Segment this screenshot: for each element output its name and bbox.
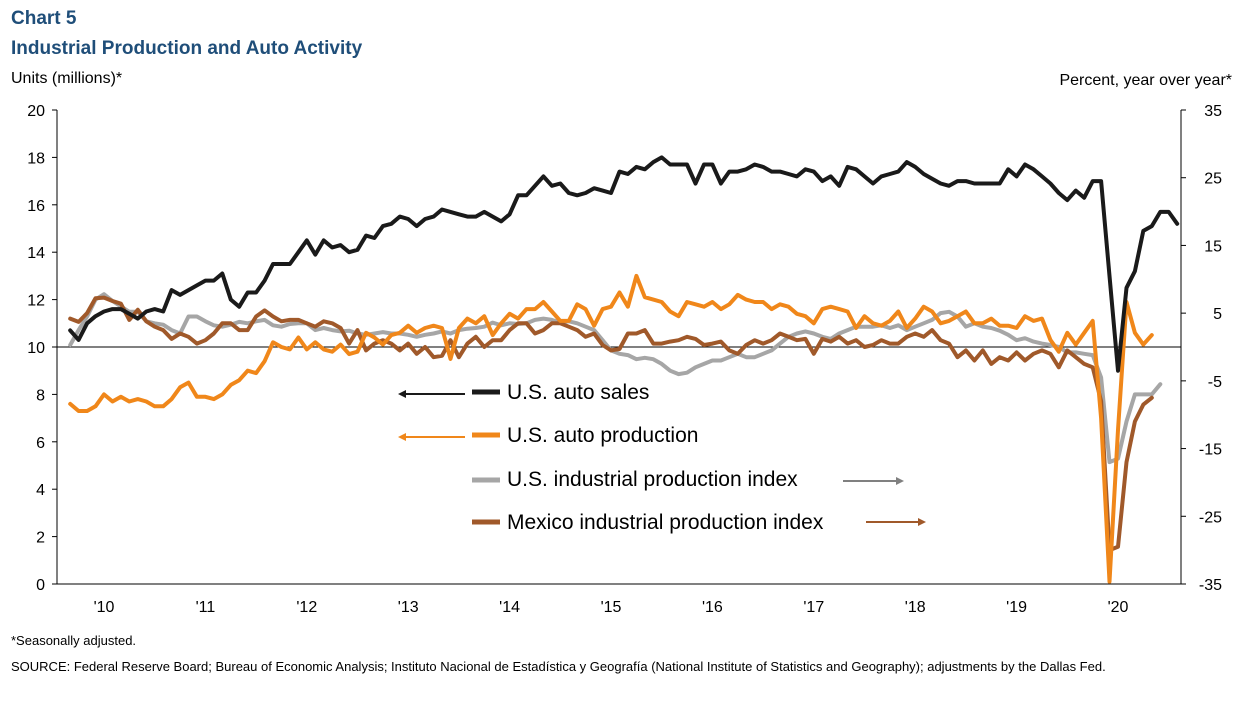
x-axis-tick-label: '13: [398, 599, 419, 616]
right-axis-tick-label: -15: [1199, 442, 1222, 459]
left-axis-tick-label: 2: [36, 530, 45, 547]
series-line-us-auto-production: [68, 273, 1154, 584]
left-axis-tick-label: 14: [27, 245, 45, 262]
x-axis-tick-label: '14: [499, 599, 520, 616]
right-axis-unit-label: Percent, year over year*: [1059, 72, 1232, 89]
legend-arrowhead-icon: [398, 433, 406, 441]
left-axis-tick-label: 4: [36, 482, 45, 499]
series-line-mexico-industrial-production: [68, 295, 1154, 553]
axes-layer: 0 2 4 6 8 10 12 14 16 18 20 -35 -25 -15 -5 5 15 25 35 '10 '1…: [27, 103, 1222, 616]
x-axis-tick-label: '16: [702, 599, 723, 616]
series-line-us-auto-sales: [68, 155, 1180, 373]
legend-label: Mexico industrial production index: [507, 511, 824, 534]
right-axis-tick-label: -25: [1199, 509, 1222, 526]
left-axis-tick-label: 6: [36, 435, 45, 452]
source-note: SOURCE: Federal Reserve Board; Bureau of…: [11, 659, 1106, 674]
right-axis-tick-label: 25: [1204, 171, 1222, 188]
series-layer: [68, 155, 1180, 584]
x-axis-tick-label: '20: [1108, 599, 1129, 616]
right-axis-tick-label: -35: [1199, 577, 1222, 594]
right-axis-tick-label: 15: [1204, 238, 1222, 255]
left-axis-tick-label: 12: [27, 293, 45, 310]
legend-item-us-auto-production: U.S. auto production: [398, 424, 698, 447]
right-axis-tick-label: 35: [1204, 103, 1222, 120]
left-axis-unit-label: Units (millions)*: [11, 70, 123, 87]
x-axis-tick-label: '12: [296, 599, 317, 616]
chart-number: Chart 5: [11, 8, 77, 29]
left-axis-tick-label: 8: [36, 387, 45, 404]
chart-title: Industrial Production and Auto Activity: [11, 38, 363, 59]
x-axis-tick-label: '10: [94, 599, 115, 616]
x-axis-tick-label: '11: [196, 599, 216, 616]
legend-item-mexico-industrial-production: Mexico industrial production index: [472, 511, 926, 534]
legend-item-us-industrial-production: U.S. industrial production index: [472, 468, 904, 491]
right-axis-tick-label: 5: [1213, 306, 1222, 323]
x-axis-tick-label: '17: [803, 599, 824, 616]
footnote: *Seasonally adjusted.: [11, 633, 137, 648]
x-axis-tick-label: '18: [905, 599, 926, 616]
legend-arrowhead-icon: [398, 390, 406, 398]
legend-label: U.S. industrial production index: [507, 468, 798, 491]
legend-label: U.S. auto sales: [507, 381, 649, 404]
legend-arrowhead-icon: [896, 477, 904, 485]
right-axis-tick-label: -5: [1208, 374, 1222, 391]
x-axis-tick-label: '19: [1006, 599, 1027, 616]
left-axis-tick-label: 16: [27, 198, 45, 215]
left-axis-tick-label: 20: [27, 103, 45, 120]
legend-arrowhead-icon: [918, 518, 926, 526]
left-axis-tick-label: 10: [27, 340, 45, 357]
left-axis-tick-label: 0: [36, 577, 45, 594]
legend: U.S. auto sales U.S. auto production U.S…: [398, 381, 926, 534]
left-axis-tick-label: 18: [27, 150, 45, 167]
x-axis-tick-label: '15: [601, 599, 622, 616]
legend-label: U.S. auto production: [507, 424, 698, 447]
legend-item-us-auto-sales: U.S. auto sales: [398, 381, 649, 404]
